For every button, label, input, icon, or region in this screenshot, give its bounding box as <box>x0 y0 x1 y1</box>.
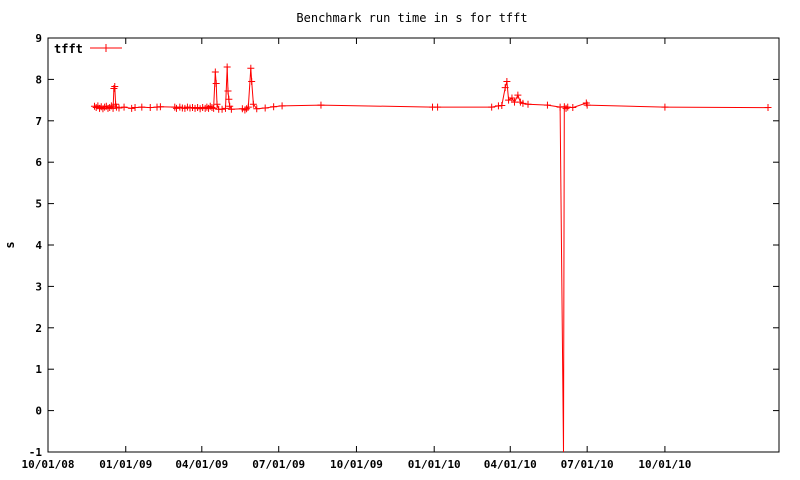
data-point <box>131 104 139 112</box>
y-tick-label: 3 <box>35 280 42 293</box>
data-point <box>223 63 231 71</box>
data-point <box>569 104 577 112</box>
data-point <box>225 95 233 103</box>
data-point <box>508 94 516 102</box>
data-point <box>211 68 219 76</box>
data-point <box>208 104 216 112</box>
y-axis-ticks: -1 0 1 2 3 4 5 6 7 8 9 <box>29 32 779 459</box>
data-point <box>224 87 232 95</box>
data-point <box>543 101 551 109</box>
data-point <box>510 98 518 106</box>
x-tick-label: 10/01/08 <box>22 458 75 471</box>
data-point <box>111 82 119 90</box>
y-tick-label: 8 <box>35 73 42 86</box>
x-tick-label: 10/01/09 <box>330 458 383 471</box>
x-tick-label: 01/01/10 <box>408 458 461 471</box>
data-point <box>278 102 286 110</box>
x-axis-ticks: 10/01/08 01/01/09 04/01/09 07/01/09 10/01/09… <box>22 38 691 471</box>
y-tick-label: 0 <box>35 405 42 418</box>
y-tick-label: 1 <box>35 363 42 376</box>
legend-marker-tfft <box>102 44 110 52</box>
data-point <box>244 103 252 111</box>
data-point <box>226 102 234 110</box>
y-tick-label: 5 <box>35 198 42 211</box>
data-point <box>128 104 136 112</box>
chart-title: Benchmark run time in s for tfft <box>296 11 527 25</box>
data-point <box>172 104 180 112</box>
data-point <box>221 104 229 112</box>
data-point <box>138 103 146 111</box>
data-point <box>243 105 251 113</box>
x-tick-label: 01/01/09 <box>99 458 152 471</box>
data-point <box>248 77 256 85</box>
data-point <box>261 104 269 112</box>
data-point <box>213 100 221 108</box>
data-point <box>146 104 154 112</box>
data-point <box>227 105 235 113</box>
data-point <box>115 104 123 112</box>
data-point <box>106 104 114 112</box>
y-tick-label: 2 <box>35 322 42 335</box>
data-point <box>210 104 218 112</box>
plot-frame <box>47 37 780 453</box>
x-tick-label: 07/01/09 <box>252 458 305 471</box>
y-tick-label: 9 <box>35 32 42 45</box>
y-axis-label: s <box>3 241 17 248</box>
data-point <box>519 99 527 107</box>
x-tick-label: 07/01/10 <box>561 458 614 471</box>
data-point <box>514 91 522 99</box>
legend: tfft <box>54 42 122 56</box>
data-point <box>524 100 532 108</box>
data-point <box>488 103 496 111</box>
x-tick-label: 04/01/09 <box>175 458 228 471</box>
data-point <box>583 101 591 109</box>
data-point <box>317 101 325 109</box>
data-point <box>562 104 570 112</box>
x-tick-label: 04/01/10 <box>484 458 537 471</box>
data-point <box>120 103 128 111</box>
legend-label-tfft: tfft <box>54 42 83 56</box>
y-tick-label: 6 <box>35 156 42 169</box>
data-point <box>92 104 100 112</box>
data-point <box>241 106 249 114</box>
data-point <box>112 100 120 108</box>
data-point <box>434 103 442 111</box>
data-point <box>253 105 261 113</box>
series-line-tfft <box>94 66 769 453</box>
data-point <box>109 104 117 112</box>
x-tick-label: 10/01/10 <box>638 458 691 471</box>
y-tick-label: -1 <box>29 446 43 459</box>
data-point <box>503 77 511 85</box>
data-point <box>270 103 278 111</box>
series-tfft <box>90 63 772 453</box>
data-point <box>218 105 226 113</box>
data-point <box>247 64 255 72</box>
data-point <box>764 104 772 112</box>
data-point <box>661 103 669 111</box>
data-point <box>249 100 257 108</box>
y-tick-label: 7 <box>35 115 42 128</box>
y-tick-label: 4 <box>35 239 42 252</box>
data-point <box>501 84 509 92</box>
data-point <box>212 80 220 88</box>
data-point <box>156 103 164 111</box>
data-point <box>498 101 506 109</box>
